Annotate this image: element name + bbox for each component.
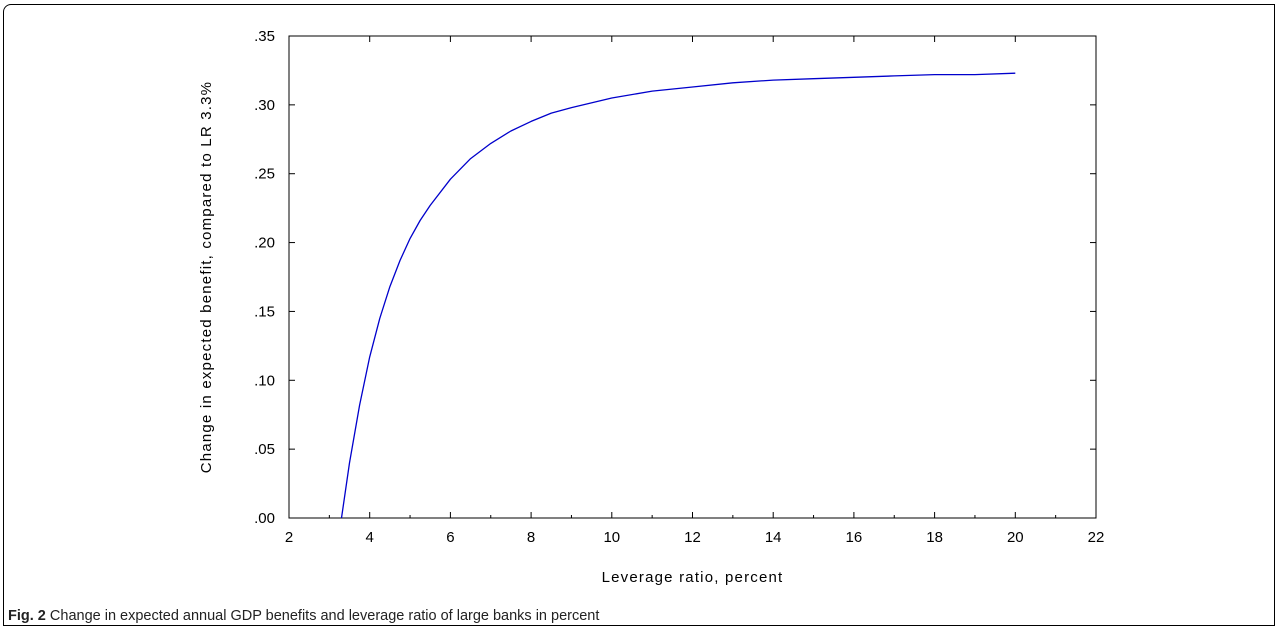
y-tick-label: .25	[254, 166, 275, 183]
y-tick-label: .15	[254, 303, 275, 320]
x-tick-label: 10	[603, 529, 620, 546]
x-tick-label: 16	[846, 529, 863, 546]
figure-caption: Fig. 2 Change in expected annual GDP ben…	[8, 608, 599, 624]
plot-area	[288, 35, 1097, 519]
y-tick-label: .00	[254, 510, 275, 527]
caption-label: Fig. 2	[8, 608, 46, 624]
x-tick-label: 22	[1088, 529, 1105, 546]
series-layer	[340, 72, 1016, 519]
caption-text: Change in expected annual GDP benefits a…	[49, 608, 600, 624]
x-tick-label: 12	[684, 529, 701, 546]
x-axis-title: Leverage ratio, percent	[602, 569, 784, 586]
x-tick-label: 4	[366, 529, 374, 546]
x-tick-label: 14	[765, 529, 782, 546]
figure-frame	[3, 4, 1275, 626]
x-tick-label: 8	[527, 529, 535, 546]
x-tick-label: 6	[446, 529, 454, 546]
y-tick-label: .35	[254, 28, 275, 45]
x-tick-label: 2	[285, 529, 293, 546]
x-axis: 2 4 6 8 10 12 14 16 18 20 22	[285, 36, 1105, 546]
x-tick-label: 20	[1007, 529, 1024, 546]
y-tick-label: .30	[254, 97, 275, 114]
y-axis: .00 .05 .10 .15 .20 .25 .30 .35	[254, 28, 1096, 527]
x-tick-label: 18	[926, 529, 943, 546]
y-tick-label: .05	[254, 441, 275, 458]
y-tick-label: .10	[254, 372, 275, 389]
y-axis-title: Change in expected benefit, compared to …	[198, 81, 215, 473]
series-line	[340, 72, 1016, 519]
y-tick-label: .20	[254, 235, 275, 252]
